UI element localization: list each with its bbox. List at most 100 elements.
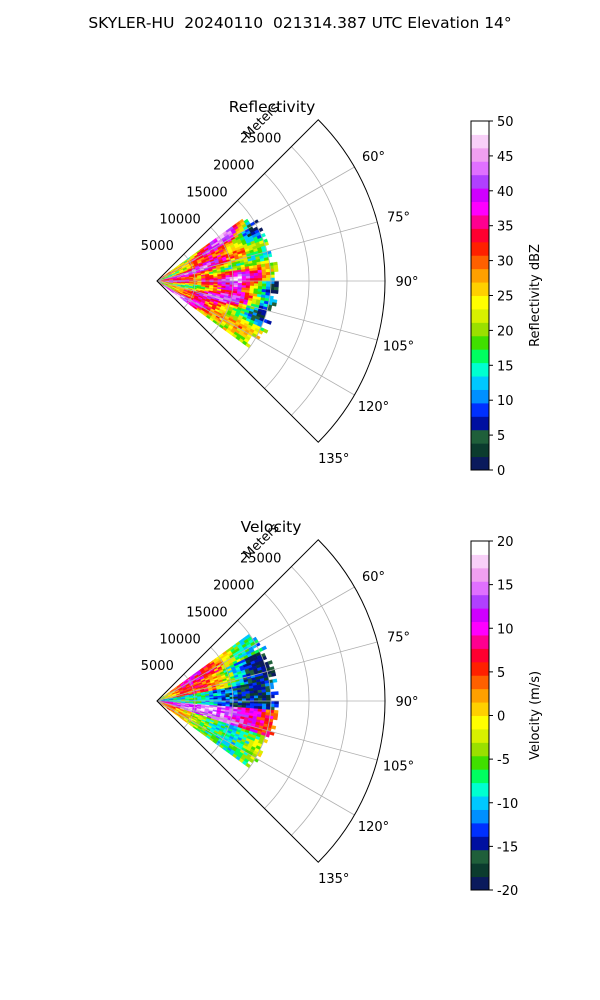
- colorbar-segment: [471, 876, 489, 891]
- data-cell: [257, 283, 263, 287]
- colorbar-segment: [471, 147, 489, 162]
- azimuth-tick-label: 120°: [358, 820, 389, 835]
- colorbar-segment: [471, 201, 489, 216]
- data-cell: [257, 275, 263, 279]
- radial-tick-label: 15000: [186, 605, 227, 620]
- colorbar-segment: [471, 335, 489, 350]
- data-cell: [241, 693, 247, 697]
- colorbar-segment: [471, 836, 489, 851]
- colorbar-segment: [471, 782, 489, 797]
- colorbar-tick-label: 20: [497, 535, 514, 550]
- data-cell: [274, 700, 279, 705]
- data-cell: [245, 693, 251, 697]
- data-cell: [261, 689, 267, 693]
- radial-tick-label: 10000: [159, 212, 200, 227]
- data-cell: [266, 694, 271, 699]
- data-cell: [262, 275, 267, 279]
- reflectivity-panel: Reflectivity 5000 10000 15000 20000 2500…: [141, 98, 543, 479]
- data-cell: [262, 283, 267, 287]
- reflectivity-frame: [156, 119, 386, 443]
- azimuth-tick-label: 75°: [387, 630, 410, 645]
- colorbar-segment: [471, 389, 489, 404]
- colorbar-segment: [471, 581, 489, 596]
- azimuth-tick-label: 60°: [362, 570, 385, 585]
- azimuth-spoke: [156, 280, 355, 396]
- colorbar-segment: [471, 161, 489, 176]
- data-cell: [271, 302, 277, 307]
- data-cell: [265, 268, 271, 273]
- data-cell: [261, 692, 267, 696]
- data-cell: [265, 691, 271, 696]
- data-cell: [266, 700, 271, 705]
- reflectivity-colorbar: [470, 120, 493, 471]
- colorbar-segment: [471, 675, 489, 690]
- data-cell: [237, 696, 243, 700]
- colorbar-segment: [471, 769, 489, 784]
- data-cell: [249, 695, 255, 699]
- colorbar-segment: [471, 308, 489, 323]
- data-cell: [253, 703, 259, 707]
- azimuth-tick-label: 135°: [318, 452, 349, 467]
- data-cell: [249, 273, 255, 277]
- colorbar-segment: [471, 554, 489, 569]
- azimuth-tick-label: 75°: [387, 210, 410, 225]
- data-cell: [245, 703, 251, 707]
- data-cell: [266, 697, 271, 702]
- data-cell: [262, 328, 269, 334]
- data-cell: [249, 283, 255, 287]
- data-cell: [257, 272, 263, 276]
- colorbar-tick-label: -5: [497, 753, 510, 768]
- azimuth-tick-label: 135°: [318, 872, 349, 887]
- page-title: SKYLER-HU 20240110 021314.387 UTC Elevat…: [88, 14, 512, 32]
- radial-tick-label: 20000: [213, 159, 254, 174]
- colorbar-tick-label: 30: [497, 255, 514, 270]
- reflectivity-title: Reflectivity: [229, 98, 316, 116]
- colorbar-tick-label: 5: [497, 429, 505, 444]
- colorbar-tick-label: 10: [497, 622, 514, 637]
- data-cell: [253, 275, 259, 279]
- data-cell: [245, 342, 251, 348]
- data-cell: [258, 280, 263, 284]
- azimuth-spoke: [156, 641, 378, 702]
- colorbar-segment: [471, 268, 489, 283]
- colorbar-segment: [471, 349, 489, 364]
- radial-tick-label: 25000: [240, 132, 281, 147]
- azimuth-spoke: [156, 700, 378, 761]
- colorbar-tick-label: 40: [497, 185, 514, 200]
- data-cell: [233, 276, 239, 280]
- data-cell: [265, 688, 271, 693]
- data-cell: [266, 283, 271, 288]
- colorbar-label: Velocity (m/s): [528, 671, 543, 760]
- colorbar-segment: [471, 849, 489, 864]
- colorbar-segment: [471, 567, 489, 582]
- colorbar-segment: [471, 295, 489, 310]
- radial-tick-label: 10000: [159, 632, 200, 647]
- data-cell: [273, 268, 279, 272]
- colorbar-segment: [471, 594, 489, 609]
- data-cell: [241, 276, 247, 279]
- data-cell: [258, 278, 263, 282]
- data-cell: [245, 695, 251, 699]
- data-cell: [270, 694, 275, 699]
- data-cell: [253, 695, 259, 699]
- data-cell: [274, 703, 279, 708]
- data-cell: [274, 283, 279, 288]
- colorbar-segment: [471, 688, 489, 703]
- colorbar-segment: [471, 634, 489, 649]
- data-cell: [245, 762, 251, 768]
- colorbar-segment: [471, 809, 489, 824]
- data-cell: [267, 660, 273, 665]
- data-cell: [265, 706, 271, 711]
- data-cell: [262, 280, 267, 285]
- colorbar-tick-label: 0: [497, 710, 505, 725]
- data-cell: [262, 695, 267, 699]
- data-cell: [258, 698, 263, 702]
- colorbar-segment: [471, 443, 489, 458]
- colorbar-tick-label: 15: [497, 359, 514, 374]
- data-cell: [233, 696, 239, 700]
- radial-tick-label: 20000: [213, 579, 254, 594]
- colorbar-tick-label: 45: [497, 150, 514, 165]
- data-cell: [249, 693, 255, 697]
- colorbar-tick-label: -15: [497, 840, 518, 855]
